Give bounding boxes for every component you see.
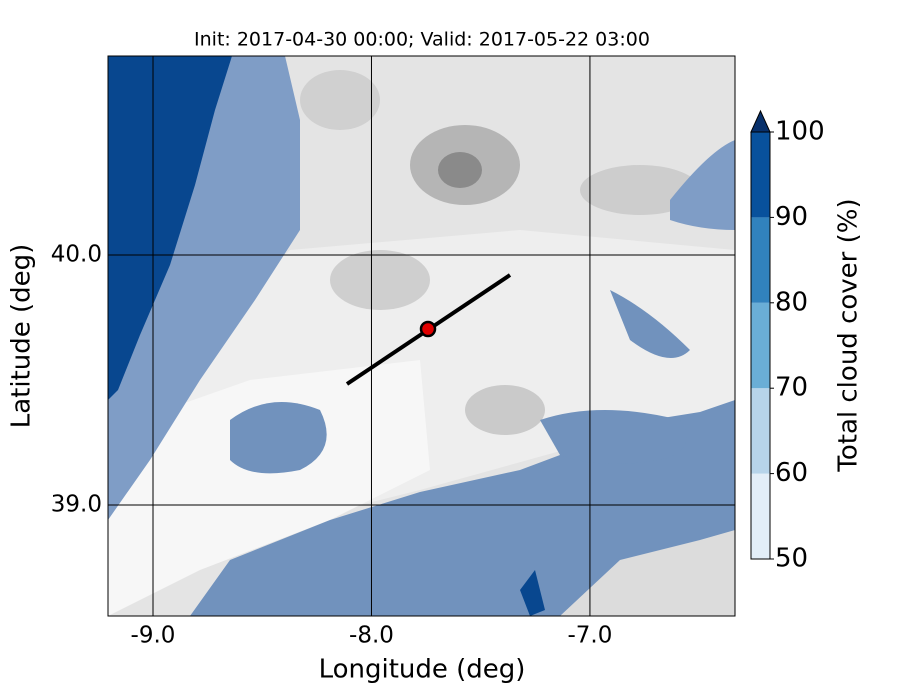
map-title: Init: 2017-04-30 00:00; Valid: 2017-05-2…: [194, 29, 650, 51]
plot-frame: [107, 55, 736, 617]
colorbar-extend: [750, 109, 771, 133]
x-tick-label: -8.0: [349, 623, 394, 649]
y-tick-label: 39.0: [51, 492, 102, 518]
x-tick-label: -9.0: [131, 623, 176, 649]
colorbar-segment: [751, 217, 770, 303]
colorbar-segment: [751, 302, 770, 389]
x-tick-label: -7.0: [567, 623, 612, 649]
colorbar-tick-label: 60: [775, 458, 808, 488]
colorbar-tick-label: 80: [775, 287, 808, 317]
y-tick-label: 40.0: [51, 242, 102, 268]
map-field: [108, 56, 735, 616]
colorbar-label: Total cloud cover (%): [834, 198, 864, 472]
y-axis-label: Latitude (deg): [7, 244, 37, 429]
graticule: [108, 56, 735, 616]
colorbar-tick-label: 70: [775, 373, 808, 403]
colorbar-tick-label: 100: [775, 117, 825, 147]
colorbar-segment: [751, 132, 770, 218]
colorbar-segment: [751, 473, 770, 559]
x-axis-label: Longitude (deg): [319, 655, 526, 685]
colorbar-frame: [750, 131, 771, 560]
colorbar-tick-label: 50: [775, 544, 808, 574]
colorbar-tick-label: 90: [775, 202, 808, 232]
colorbar-segment: [751, 388, 770, 474]
